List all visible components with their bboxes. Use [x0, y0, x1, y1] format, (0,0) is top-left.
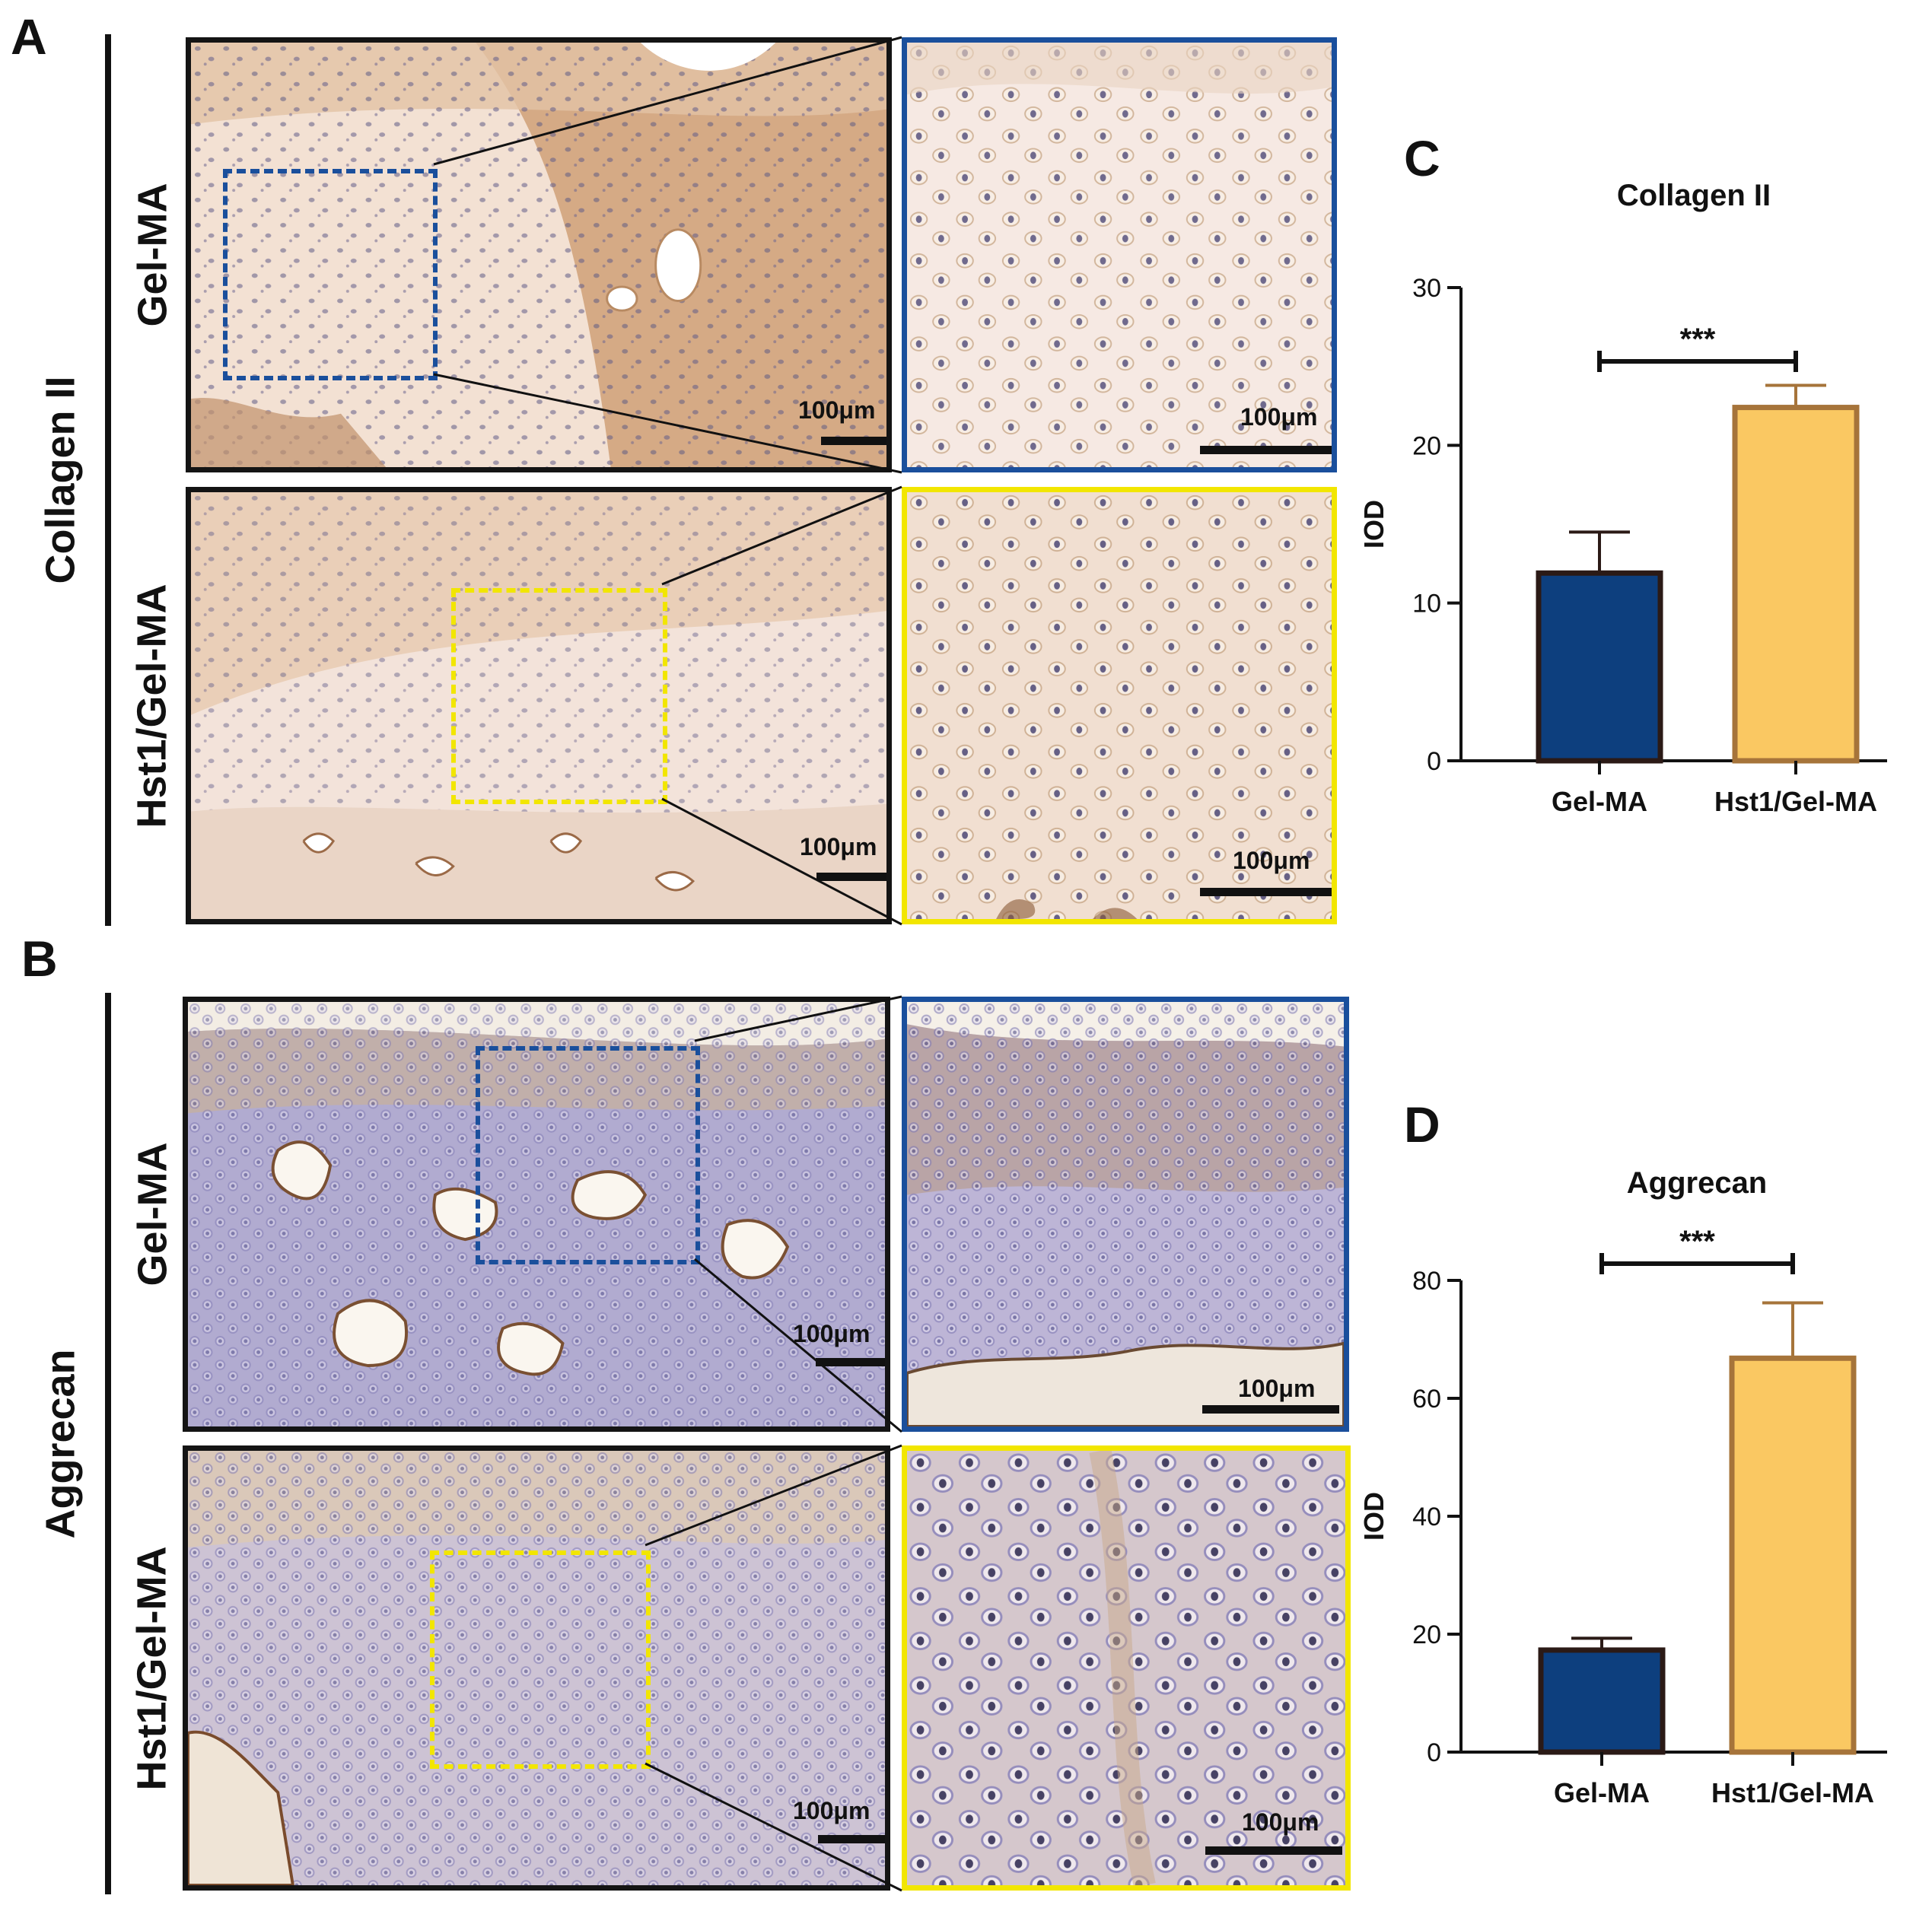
scale-bar-label: 100μm — [1240, 403, 1318, 431]
scale-bar — [1202, 1405, 1339, 1414]
chart-title: Aggrecan — [1627, 1166, 1768, 1200]
panel-letter-d: D — [1404, 1096, 1440, 1153]
panel-letter-c: C — [1404, 130, 1440, 186]
roi-box-b-hst1 — [430, 1550, 651, 1769]
tissue-texture — [907, 1451, 1345, 1885]
scale-bar-label: 100μm — [793, 1320, 871, 1347]
group-label-aggrecan-text: Aggrecan — [38, 1348, 84, 1539]
micrograph-a-gelma-zoom: 100μm — [902, 37, 1337, 472]
bar — [1729, 1355, 1857, 1755]
scale-bar-label: 100μm — [1238, 1375, 1316, 1402]
group-bracket-a — [105, 34, 111, 926]
micrograph-a-hst1-overview: 100μm — [186, 487, 892, 924]
scale-bar-label: 100μm — [800, 833, 877, 860]
x-tick-label: Gel-MA — [1554, 1777, 1650, 1808]
group-bracket-b — [105, 993, 111, 1894]
scale-bar — [821, 437, 886, 445]
x-tick-label: Gel-MA — [1552, 786, 1647, 817]
row-label-b-gelma: Gel-MA — [122, 997, 183, 1432]
micrograph-b-gelma-zoom: 100μm — [902, 997, 1349, 1432]
y-tick-label: 10 — [1412, 590, 1441, 619]
panel-letter-a: A — [11, 8, 47, 65]
bar-chart-collagen: Collagen II IOD 0 10 20 30 Gel-MA Hst1/Gel-MA **… — [1354, 167, 1902, 852]
y-tick-label: 30 — [1412, 274, 1441, 303]
scale-bar-label: 100μm — [793, 1797, 871, 1824]
row-label-b-hst1: Hst1/Gel-MA — [122, 1445, 183, 1891]
y-axis-label: IOD — [1358, 500, 1389, 549]
chart-svg-aggrecan: Aggrecan IOD 0 20 40 60 80 Gel-MA Hst1/Gel-MA *** — [1358, 1166, 1887, 1808]
row-label-a-gelma-text: Gel-MA — [129, 183, 175, 327]
micrograph-b-hst1-zoom: 100μm — [902, 1445, 1351, 1891]
significance-label: *** — [1679, 1225, 1715, 1258]
scale-bar-label: 100μm — [798, 396, 876, 424]
roi-box-b-gelma — [476, 1046, 700, 1264]
row-label-a-hst1-text: Hst1/Gel-MA — [129, 583, 176, 828]
bar — [1732, 405, 1860, 764]
y-tick-label: 80 — [1412, 1267, 1441, 1296]
roi-box-a-hst1 — [451, 588, 667, 804]
y-axis-label: IOD — [1358, 1492, 1389, 1541]
scale-bar-label: 100μm — [1233, 847, 1310, 874]
scale-bar — [1205, 1846, 1342, 1855]
scale-bar — [1200, 446, 1332, 454]
bar — [1538, 1647, 1666, 1755]
roi-box-a-gelma — [223, 169, 438, 380]
bar-chart-aggrecan: Aggrecan IOD 0 20 40 60 80 Gel-MA Hst1/Gel-MA *** — [1354, 1141, 1902, 1811]
group-label-collagen-text: Collagen II — [38, 376, 84, 584]
tissue-texture — [907, 492, 1332, 919]
x-tick-label: Hst1/Gel-MA — [1714, 786, 1877, 817]
micrograph-a-gelma-overview: 100μm — [186, 37, 892, 472]
chart-svg-collagen: Collagen II IOD 0 10 20 30 Gel-MA Hst1/Gel-MA **… — [1358, 179, 1887, 817]
micrograph-b-gelma-overview: 100μm — [183, 997, 890, 1432]
row-label-a-gelma: Gel-MA — [122, 38, 183, 472]
panel-letter-b: B — [21, 930, 58, 987]
y-tick-label: 20 — [1412, 431, 1441, 460]
scale-bar — [818, 1835, 885, 1843]
tissue-texture — [907, 43, 1332, 467]
bar — [1536, 570, 1663, 764]
chart-title: Collagen II — [1617, 179, 1771, 212]
group-label-aggrecan: Aggrecan — [23, 993, 99, 1894]
y-tick-label: 60 — [1412, 1385, 1441, 1414]
significance-label: *** — [1680, 323, 1716, 356]
micrograph-a-hst1-zoom: 100μm — [902, 487, 1337, 924]
row-label-b-gelma-text: Gel-MA — [129, 1142, 175, 1286]
scale-bar — [816, 873, 886, 881]
row-label-a-hst1: Hst1/Gel-MA — [122, 487, 183, 924]
group-label-collagen: Collagen II — [23, 34, 99, 926]
x-tick-label: Hst1/Gel-MA — [1711, 1777, 1874, 1808]
y-tick-label: 0 — [1427, 747, 1441, 776]
y-tick-label: 20 — [1412, 1620, 1441, 1649]
scale-bar — [816, 1358, 885, 1366]
scale-bar-label: 100μm — [1242, 1808, 1319, 1836]
row-label-b-hst1-text: Hst1/Gel-MA — [129, 1545, 176, 1791]
y-tick-label: 40 — [1412, 1503, 1441, 1531]
y-tick-label: 0 — [1427, 1738, 1441, 1767]
micrograph-b-hst1-overview: 100μm — [183, 1445, 890, 1891]
tissue-texture — [907, 1002, 1344, 1426]
scale-bar — [1200, 888, 1332, 896]
